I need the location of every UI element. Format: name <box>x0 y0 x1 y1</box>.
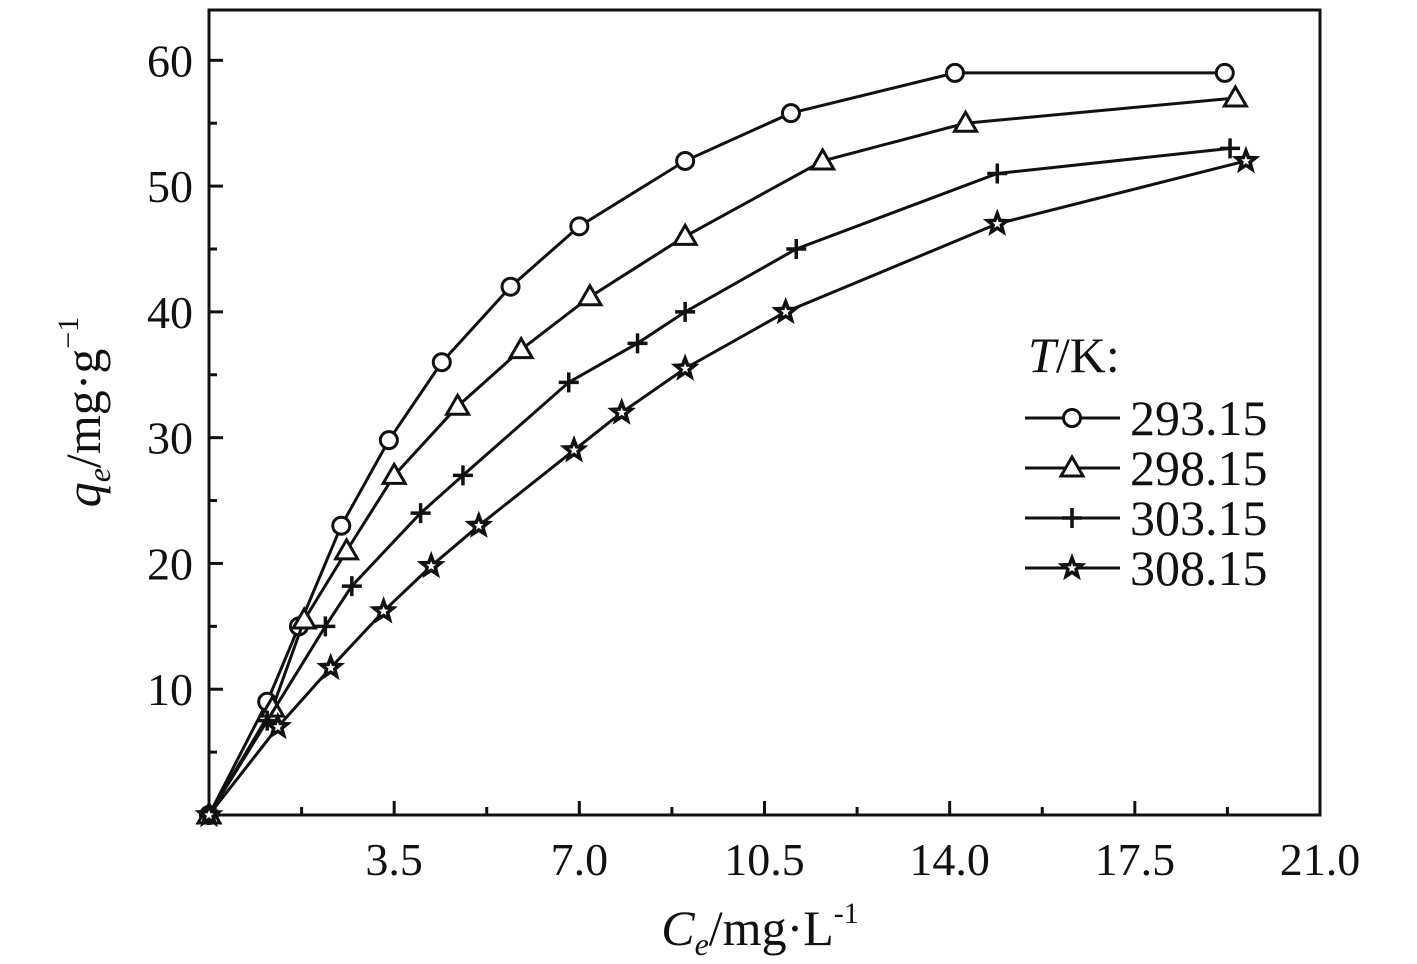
series-303-15-point <box>452 465 473 486</box>
series-298-15-point <box>380 461 408 485</box>
series-298-15-point <box>1221 84 1249 108</box>
series-293-15-line <box>207 71 1225 816</box>
series-293-15-point <box>378 430 399 451</box>
series-303-15-point <box>675 301 696 322</box>
series-308-15-point <box>316 652 346 681</box>
series-303-15-point <box>627 333 648 354</box>
series-298-15 <box>195 84 1249 825</box>
y-axis-label: qe/mg·g−1 <box>52 317 117 508</box>
legend-title: T/K: <box>1028 327 1120 383</box>
legend-label: 303.15 <box>1130 490 1268 546</box>
series-308-15-point <box>771 296 800 325</box>
legend-entry-308-15: 308.15 <box>1025 540 1268 596</box>
legend-entry-303-15: 303.15 <box>1025 490 1268 546</box>
y-tick-label: 10 <box>147 664 193 715</box>
series-298-15-line <box>207 96 1236 816</box>
series-layer <box>194 62 1261 828</box>
series-303-15-point <box>1220 138 1241 159</box>
series-298-15-point <box>809 146 837 171</box>
x-axis-label: Ce/mg·L-1 <box>661 897 859 962</box>
series-308-15-point <box>559 435 589 463</box>
series-303-15-point <box>257 710 278 731</box>
series-308-15-point <box>263 711 293 740</box>
series-293-15-point <box>331 515 352 536</box>
legend-marker <box>1062 408 1082 428</box>
series-303-15-point <box>410 503 431 524</box>
series-308-15-point <box>194 799 224 828</box>
series-308-15-point <box>464 510 494 538</box>
series-303-15-line <box>207 146 1231 816</box>
series-303-15 <box>199 138 1241 825</box>
series-298-15-point <box>290 606 318 630</box>
series-298-15-point <box>444 392 472 416</box>
series-298-15-point <box>951 109 980 133</box>
series-308-15-line <box>207 159 1247 816</box>
series-303-15-point <box>987 163 1008 184</box>
y-tick-label: 40 <box>147 287 193 338</box>
series-303-15-point <box>341 576 362 597</box>
x-tick-label: 14.0 <box>909 834 990 885</box>
series-308-15-point <box>416 550 446 579</box>
legend-entry-293-15: 293.15 <box>1025 390 1268 446</box>
x-tick-label: 7.0 <box>551 834 609 885</box>
legend-label: 308.15 <box>1130 540 1268 596</box>
series-308-15 <box>194 145 1261 828</box>
series-308-15-point <box>369 596 398 624</box>
series-298-15-point <box>332 536 361 561</box>
y-tick-label: 20 <box>147 538 193 589</box>
series-293-15-point <box>944 62 965 83</box>
series-293-15-point <box>500 276 521 297</box>
y-tick-label: 30 <box>147 413 193 464</box>
series-298-15-point <box>507 335 535 360</box>
legend-marker <box>1062 508 1082 528</box>
x-tick-label: 10.5 <box>724 834 805 885</box>
y-tick-label: 50 <box>147 161 193 212</box>
series-303-15-point <box>558 372 579 393</box>
x-tick-label: 3.5 <box>365 834 423 885</box>
legend-marker <box>1058 454 1086 478</box>
series-308-15-point <box>670 353 700 381</box>
series-293-15-point <box>431 352 452 373</box>
series-303-15-point <box>786 238 807 259</box>
axis-ticks: 3.5 7.0 10.5 14.0 17.5 21.0 10 20 30 40 50 60 <box>147 35 1360 885</box>
legend-marker <box>1057 552 1087 581</box>
series-298-15-point <box>576 282 604 307</box>
legend-entry-298-15: 298.15 <box>1025 440 1268 496</box>
series-308-15-point <box>1231 145 1261 174</box>
series-308-15-point <box>982 208 1012 237</box>
series-293-15-point <box>780 103 801 124</box>
x-tick-label: 21.0 <box>1280 834 1361 885</box>
series-308-15-point <box>607 397 637 425</box>
series-293-15 <box>199 62 1235 825</box>
series-303-15-point <box>315 616 336 637</box>
y-tick-label: 60 <box>147 35 193 86</box>
legend-label: 293.15 <box>1130 390 1268 446</box>
series-298-15-point <box>671 222 699 246</box>
series-293-15-point <box>675 150 696 171</box>
series-293-15-point <box>569 216 590 237</box>
x-tick-label: 17.5 <box>1095 834 1176 885</box>
legend-label: 298.15 <box>1130 440 1268 496</box>
series-293-15-point <box>1214 62 1235 83</box>
